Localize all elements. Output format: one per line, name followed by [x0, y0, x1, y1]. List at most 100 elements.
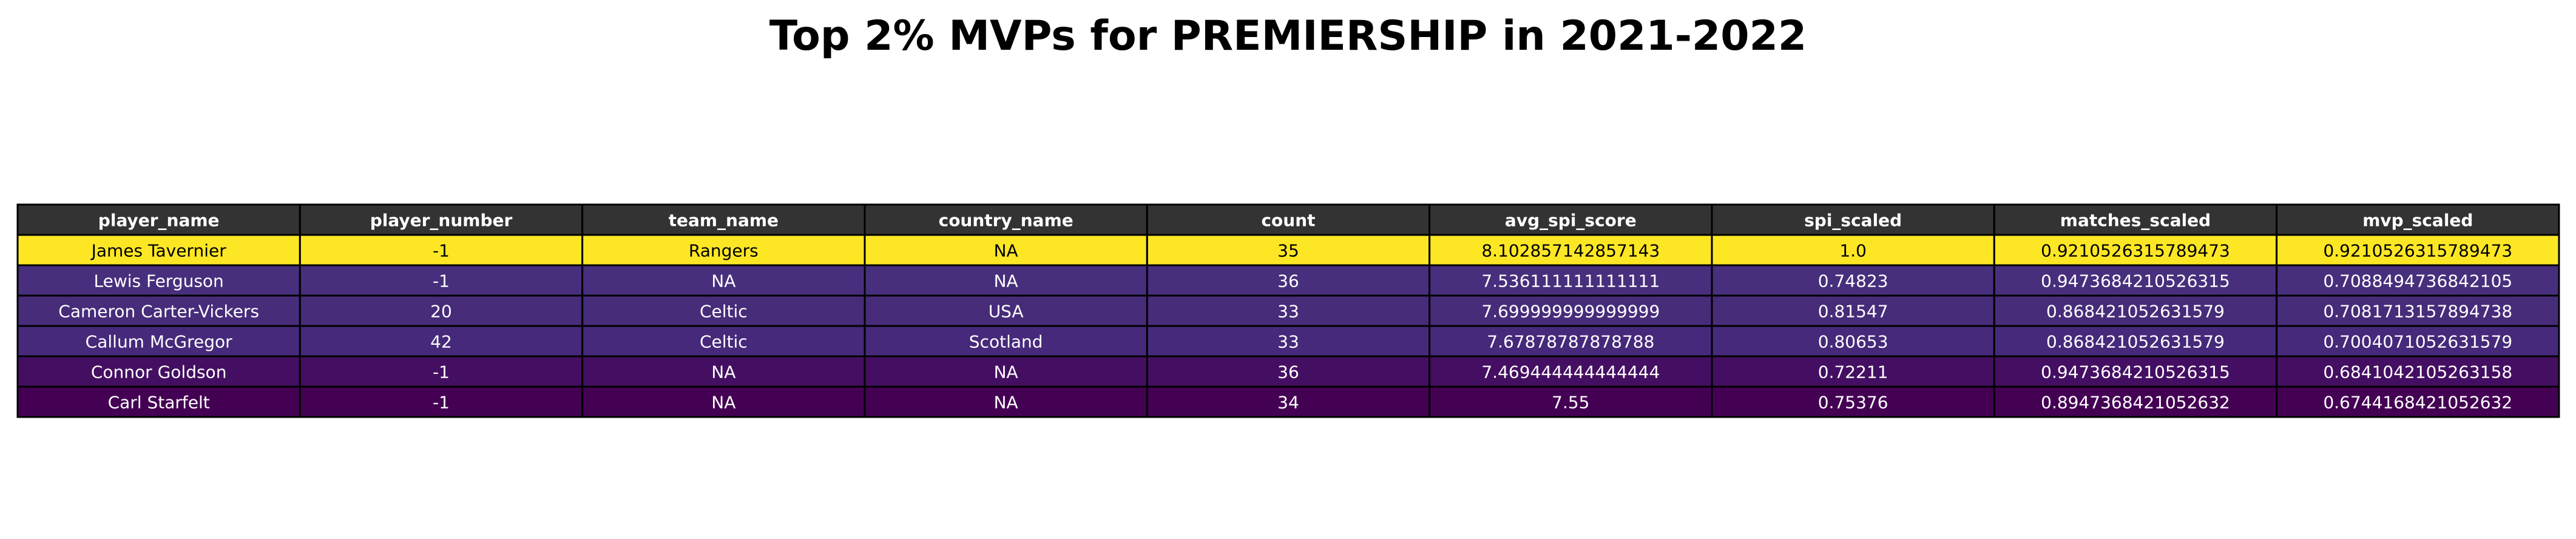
- table-cell: [1711, 385, 1995, 418]
- table-cell: [864, 355, 1148, 388]
- table-cell: [2276, 325, 2560, 358]
- table-cell-text: NA: [994, 393, 1018, 413]
- table-cell: [1428, 355, 1713, 388]
- table-cell: [1711, 234, 1995, 266]
- table-cell: [1993, 264, 2278, 297]
- column-header: country_name: [939, 211, 1073, 231]
- table-cell-text: 0.80653: [1818, 332, 1888, 352]
- table-cell-text: 0.868421052631579: [2046, 332, 2225, 352]
- table-cell-text: Cameron Carter-Vickers: [58, 302, 259, 322]
- table-cell-text: 0.6744168421052632: [2323, 393, 2512, 413]
- table-cell: [581, 294, 866, 327]
- table-cell-text: Rangers: [689, 241, 759, 261]
- table-cell: [1146, 325, 1431, 358]
- table-cell-text: 0.9473684210526315: [2041, 271, 2230, 291]
- header-cell: [2276, 203, 2560, 236]
- table-cell: [1146, 234, 1431, 266]
- table-cell-text: 0.9210526315789473: [2041, 241, 2230, 261]
- table-cell: [581, 355, 866, 388]
- column-header: player_number: [370, 211, 513, 231]
- table-cell-text: 1.0: [1839, 241, 1867, 261]
- column-header: matches_scaled: [2060, 211, 2211, 231]
- header-cell: [1993, 203, 2278, 236]
- table-cell: [1428, 385, 1713, 418]
- header-cell: [581, 203, 866, 236]
- header-cell: [299, 203, 584, 236]
- table-cell: [1146, 355, 1431, 388]
- table-cell-text: 0.7004071052631579: [2323, 332, 2512, 352]
- table-cell-text: 0.6841042105263158: [2323, 362, 2512, 382]
- table-cell-text: NA: [994, 271, 1018, 291]
- table-cell: [581, 264, 866, 297]
- table-cell-text: -1: [433, 362, 450, 382]
- table-cell-text: NA: [994, 362, 1018, 382]
- table-cell-text: 0.74823: [1818, 271, 1888, 291]
- table-cell-text: NA: [711, 271, 735, 291]
- table-cell-text: Carl Starfelt: [108, 393, 210, 413]
- table-cell: [2276, 385, 2560, 418]
- table-cell-text: -1: [433, 393, 450, 413]
- table-cell-text: 7.699999999999999: [1481, 302, 1660, 322]
- table-cell: [16, 234, 301, 266]
- table-cell-text: 36: [1277, 362, 1299, 382]
- table-cell-text: 0.81547: [1818, 302, 1888, 322]
- table-cell: [1711, 325, 1995, 358]
- table-cell: [1711, 264, 1995, 297]
- table-cell: [581, 234, 866, 266]
- table-cell: [864, 234, 1148, 266]
- chart-title: Top 2% MVPs for PREMIERSHIP in 2021-2022: [769, 12, 1807, 60]
- table-cell-text: Celtic: [700, 302, 748, 322]
- table-cell: [1428, 264, 1713, 297]
- table-cell: [581, 385, 866, 418]
- table-cell-text: James Tavernier: [90, 241, 227, 261]
- table-cell: [1993, 385, 2278, 418]
- table-cell: [864, 385, 1148, 418]
- header-cell: [16, 203, 301, 236]
- table-cell-text: NA: [711, 362, 735, 382]
- table-cell-text: NA: [994, 241, 1018, 261]
- table-cell-text: 0.8947368421052632: [2041, 393, 2230, 413]
- table-cell: [16, 385, 301, 418]
- table-cell: [581, 325, 866, 358]
- column-header: count: [1261, 211, 1315, 231]
- table-cell-text: -1: [433, 271, 450, 291]
- table-cell-text: 36: [1277, 271, 1299, 291]
- table-cell-text: Celtic: [700, 332, 748, 352]
- table-cell-text: 35: [1277, 241, 1299, 261]
- table-cell-text: Lewis Ferguson: [94, 271, 224, 291]
- table-cell-text: Connor Goldson: [91, 362, 227, 382]
- table-cell-text: Scotland: [969, 332, 1043, 352]
- table-cell-text: Callum McGregor: [86, 332, 232, 352]
- table-cell: [1428, 234, 1713, 266]
- table-cell-text: 0.868421052631579: [2046, 302, 2225, 322]
- column-header: team_name: [669, 211, 779, 231]
- table-cell: [299, 385, 584, 418]
- table-cell-text: 7.67878787878788: [1487, 332, 1654, 352]
- table-cell-text: 42: [430, 332, 452, 352]
- table-cell: [2276, 294, 2560, 327]
- table-cell-text: 7.55: [1552, 393, 1589, 413]
- table-cell: [2276, 264, 2560, 297]
- table-cell: [16, 264, 301, 297]
- table-cell-text: 0.75376: [1818, 393, 1888, 413]
- table-cell-text: 0.72211: [1818, 362, 1888, 382]
- table-cell: [2276, 355, 2560, 388]
- table-cell-text: 20: [430, 302, 452, 322]
- table-cell: [1993, 234, 2278, 266]
- table-cell-text: 34: [1277, 393, 1299, 413]
- table-cell-text: 0.9473684210526315: [2041, 362, 2230, 382]
- table-cell-text: 33: [1277, 302, 1299, 322]
- table-cell-text: 0.7088494736842105: [2323, 271, 2512, 291]
- table-cell: [1146, 264, 1431, 297]
- table-cell-text: 0.7081713157894738: [2323, 302, 2512, 322]
- table-cell-text: -1: [433, 241, 450, 261]
- column-header: spi_scaled: [1804, 211, 1902, 231]
- table-cell-text: USA: [989, 302, 1024, 322]
- table-cell-text: 7.536111111111111: [1481, 271, 1660, 291]
- column-header: player_name: [98, 211, 220, 231]
- table-cell: [1993, 325, 2278, 358]
- column-header: avg_spi_score: [1505, 211, 1637, 231]
- table-cell-text: NA: [711, 393, 735, 413]
- table-cell: [1146, 385, 1431, 418]
